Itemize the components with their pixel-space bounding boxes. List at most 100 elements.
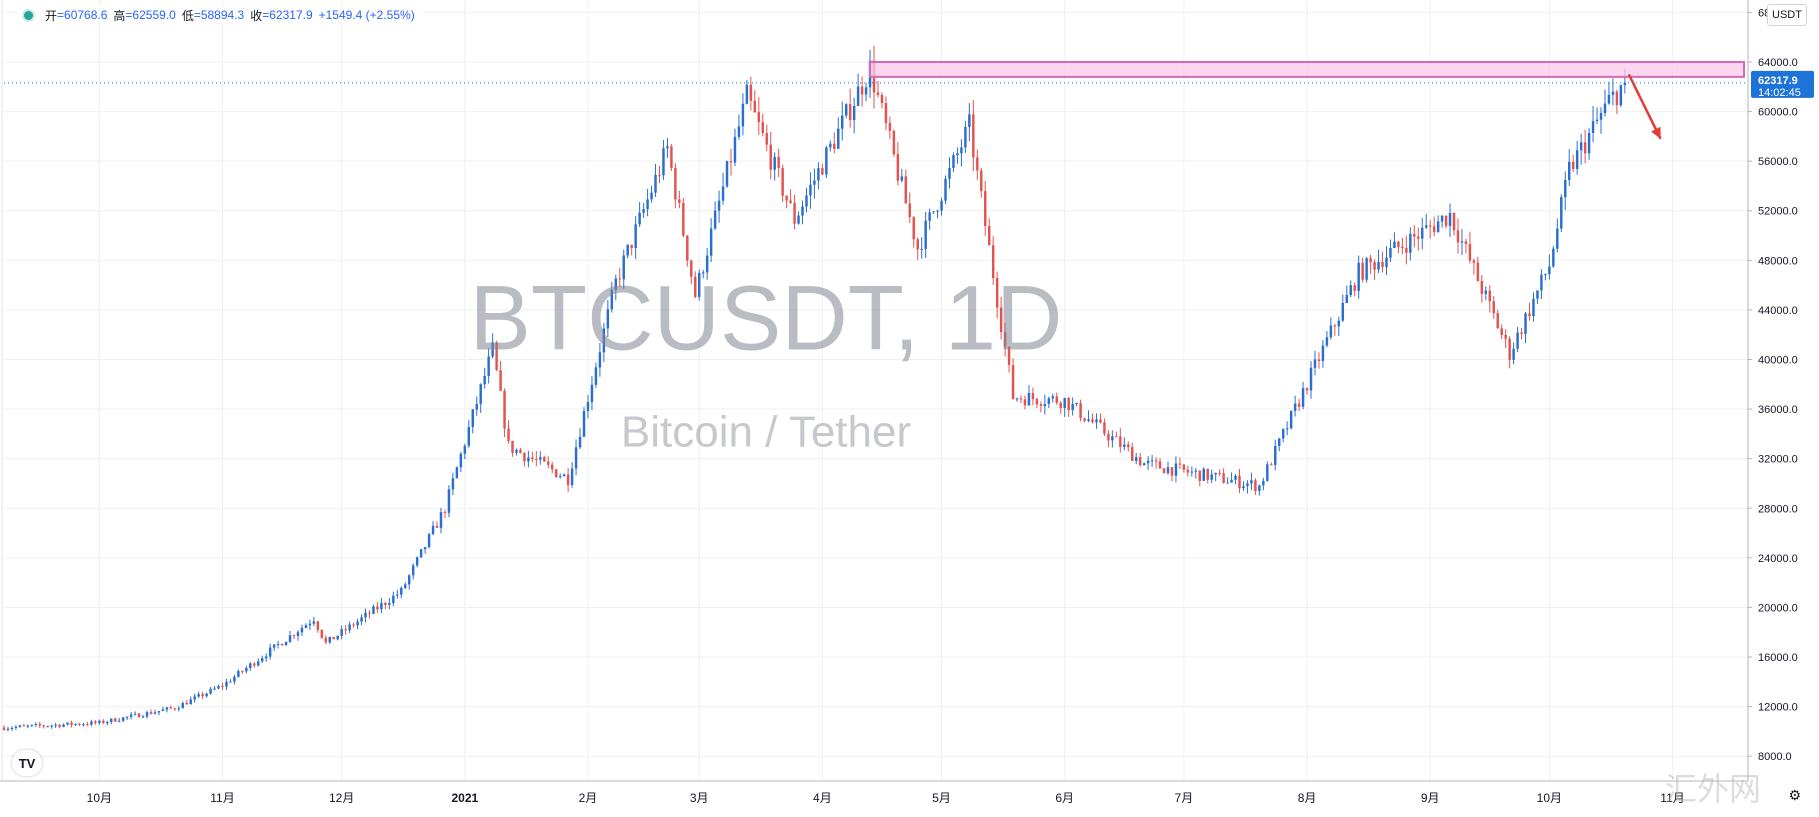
candle-down bbox=[376, 606, 379, 610]
candle-up bbox=[570, 468, 574, 486]
candle-up bbox=[18, 725, 22, 727]
candle-up bbox=[737, 126, 741, 137]
candle-down bbox=[1198, 470, 1202, 481]
candle-up bbox=[829, 143, 832, 148]
candle-up bbox=[1365, 258, 1368, 280]
candle-up bbox=[952, 155, 955, 169]
candle-up bbox=[1043, 404, 1047, 406]
tradingview-logo-icon[interactable]: TV bbox=[12, 750, 42, 776]
candle-up bbox=[1051, 396, 1055, 399]
candle-up bbox=[801, 206, 804, 216]
y-tick-label: 64000.0 bbox=[1758, 57, 1798, 69]
candle-down bbox=[1115, 436, 1118, 438]
candle-down bbox=[630, 244, 633, 248]
candle-down bbox=[888, 123, 892, 131]
candle-down bbox=[1031, 393, 1035, 400]
candle-up bbox=[717, 200, 721, 211]
candle-up bbox=[1389, 248, 1392, 258]
candle-down bbox=[749, 84, 753, 101]
candle-up bbox=[1150, 460, 1154, 462]
candle-up bbox=[1325, 337, 1329, 346]
candle-up bbox=[312, 621, 316, 624]
candle-up bbox=[10, 728, 14, 730]
candle-up bbox=[1027, 393, 1031, 406]
candle-down bbox=[1254, 480, 1257, 491]
candle-up bbox=[1532, 298, 1535, 317]
candle-up bbox=[82, 724, 85, 726]
candle-down bbox=[221, 686, 224, 688]
currency-button[interactable]: USDT bbox=[1767, 4, 1807, 26]
candle-down bbox=[1039, 404, 1043, 406]
candle-up bbox=[1174, 463, 1178, 476]
candle-up bbox=[654, 174, 657, 193]
x-tick-label: 7月 bbox=[1175, 791, 1194, 805]
candle-up bbox=[396, 594, 399, 596]
candle-up bbox=[336, 635, 339, 640]
candle-up bbox=[558, 476, 562, 478]
candle-up bbox=[614, 278, 618, 290]
candle-up bbox=[296, 632, 300, 637]
high-label: 高 bbox=[113, 8, 126, 23]
candle-up bbox=[380, 602, 383, 610]
candle-up bbox=[1377, 261, 1380, 270]
candle-down bbox=[1170, 467, 1174, 476]
candle-down bbox=[1059, 402, 1062, 408]
candle-up bbox=[360, 617, 363, 622]
candle-down bbox=[694, 276, 697, 297]
candle-down bbox=[821, 168, 824, 175]
candle-down bbox=[972, 114, 975, 158]
candle-up bbox=[1591, 121, 1595, 133]
candle-up bbox=[388, 603, 391, 605]
candle-up bbox=[701, 272, 705, 274]
candle-down bbox=[1099, 419, 1102, 423]
candle-up bbox=[209, 688, 212, 694]
candle-up bbox=[475, 403, 478, 410]
candle-up bbox=[1281, 429, 1285, 439]
candle-up bbox=[626, 244, 629, 256]
candle-up bbox=[1285, 428, 1289, 430]
candle-down bbox=[1178, 463, 1182, 465]
candle-down bbox=[618, 278, 621, 280]
x-tick-label: 11月 bbox=[1660, 791, 1684, 805]
candle-down bbox=[1528, 313, 1531, 317]
candle-down bbox=[1381, 261, 1384, 268]
candle-up bbox=[805, 195, 808, 207]
candle-up bbox=[646, 199, 649, 210]
candle-down bbox=[686, 235, 689, 261]
candle-up bbox=[427, 534, 431, 548]
x-tick-label: 11月 bbox=[210, 791, 234, 805]
candle-up bbox=[813, 180, 816, 185]
candle-up bbox=[1194, 470, 1198, 472]
candle-up bbox=[844, 104, 848, 116]
candle-down bbox=[137, 713, 141, 718]
candle-up bbox=[1071, 403, 1074, 411]
candle-up bbox=[479, 384, 482, 404]
x-tick-label: 10月 bbox=[1537, 791, 1562, 805]
candle-down bbox=[1206, 468, 1209, 480]
candle-down bbox=[352, 624, 355, 626]
candle-up bbox=[1202, 468, 1205, 481]
candle-up bbox=[1293, 403, 1297, 411]
watermark-name: Bitcoin / Tether bbox=[621, 407, 911, 456]
candle-up bbox=[451, 478, 455, 490]
candle-down bbox=[114, 718, 117, 722]
candle-up bbox=[189, 699, 192, 705]
candle-up bbox=[817, 168, 820, 181]
ohlc-legend: 开 =60768.6 高 =62559.0 低 =58894.3 收 =62317.9 … bbox=[18, 6, 423, 24]
gear-icon[interactable]: ⚙ bbox=[1788, 787, 1801, 803]
candle-down bbox=[2, 727, 6, 730]
candle-down bbox=[86, 724, 89, 726]
candle-up bbox=[1313, 359, 1317, 368]
candle-down bbox=[1504, 334, 1507, 339]
candle-up bbox=[225, 681, 228, 687]
candle-up bbox=[1015, 398, 1019, 400]
candle-up bbox=[197, 694, 200, 697]
candle-up bbox=[233, 676, 236, 682]
candle-up bbox=[1329, 325, 1333, 338]
candle-down bbox=[201, 694, 204, 697]
candle-down bbox=[495, 342, 498, 371]
candle-up bbox=[284, 641, 288, 646]
candle-up bbox=[268, 647, 272, 657]
